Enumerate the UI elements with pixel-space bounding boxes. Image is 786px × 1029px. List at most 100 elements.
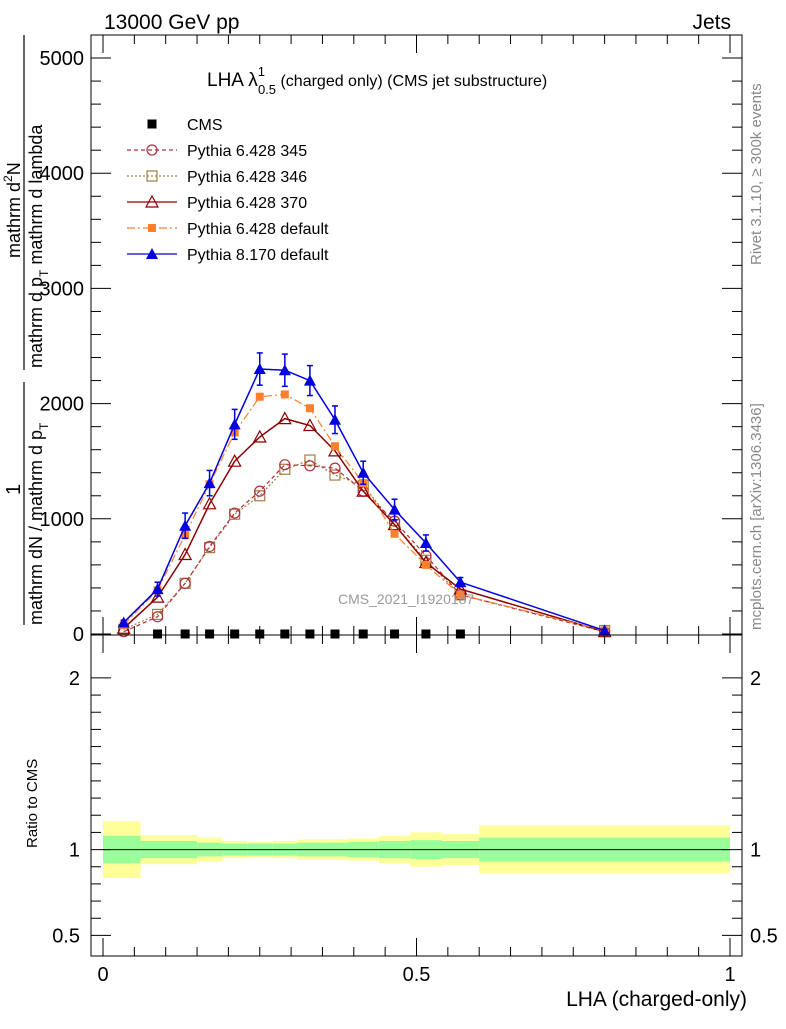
ratio-panel: 0.5 0.5 1 1 2 2 0 0.5 1 Ratio to CMS LHA (charge… [24,634,778,1011]
legend-entry-py345: Pythia 6.428 345 [127,143,307,160]
ratio-ytick-label: 2 [69,668,80,690]
point-py8 [228,418,241,430]
point-py345 [151,611,164,623]
point-py370 [202,496,217,510]
point-py345 [279,459,291,471]
point-py8 [598,624,611,636]
point-py345 [304,460,316,472]
point-pydef [305,404,314,413]
legend-label: Pythia 6.428 default [187,221,329,238]
point-py345 [329,462,341,474]
point-pydef [255,392,264,401]
point-cms [280,629,290,639]
point-py345 [254,485,266,497]
ratio-ytick-label: 1 [69,840,80,862]
point-pydef [421,560,430,569]
ratio-ytick-label-right: 2 [750,668,761,690]
point-pydef [330,442,339,451]
point-cms [455,629,465,639]
point-py8 [303,374,316,386]
point-cms [153,629,163,639]
point-cms [305,629,315,639]
main-ytick-label: 4000 [40,163,85,185]
ratio-ytick-label: 0.5 [52,925,80,947]
ratio-axis-ticks: 0.5 0.5 1 1 2 2 0 0.5 1 [52,635,778,986]
point-py345 [203,540,216,553]
main-ytick-label: 2000 [40,394,85,416]
legend-label: Pythia 8.170 default [187,247,329,264]
legend-label: Pythia 6.428 345 [187,143,307,160]
main-ytick-label: 0 [73,624,84,646]
ratio-xtick-label: 0 [97,964,108,986]
header-collision-label: 13000 GeV pp [104,11,239,34]
main-ytick-label: 1000 [40,509,85,531]
series-line-py345 [123,464,605,633]
legend-label: Pythia 6.428 346 [187,169,307,186]
point-py8 [388,503,401,515]
point-py370 [227,453,242,467]
ratio-ytick-label-right: 0.5 [750,925,778,947]
series-line-py8 [123,368,605,632]
ratio-xtick-label: 1 [724,964,735,986]
point-py8 [179,519,192,531]
ratio-frame [90,634,743,957]
legend-marker-py345 [146,144,158,156]
legend-marker-py370 [144,194,160,208]
series-line-pydef [123,393,605,632]
series-cms [153,629,465,639]
series-py8 [117,352,611,636]
point-py8 [253,363,266,375]
legend-marker-py346 [146,170,158,182]
point-cms [255,629,265,639]
point-pydef [456,590,465,599]
main-ylabel: 1 mathrm dN / mathrm d pT mathrm d2N mat… [1,35,51,625]
point-py346 [304,454,316,466]
point-py8 [357,466,370,478]
ratio-ylabel: Ratio to CMS [24,759,41,848]
point-py346 [279,463,291,475]
ylabel-denominator-b: mathrm d pT mathrm d lambda [26,124,51,368]
main-ytick-label: 5000 [40,48,85,70]
point-cms [358,629,368,639]
point-cms [180,629,190,639]
point-cms [205,629,215,639]
ratio-xlabel: LHA (charged-only) [566,988,747,1011]
ylabel-denominator-a: mathrm dN / mathrm d pT [26,422,51,625]
point-py8 [117,616,130,628]
legend-entry-py346: Pythia 6.428 346 [127,169,307,186]
legend-entry-py370: Pythia 6.428 370 [127,194,307,212]
rivet-version-label: Rivet 3.1.10, ≥ 300k events [748,83,765,265]
point-py8 [328,413,341,425]
ylabel-numerator-b: mathrm d2N [1,162,24,258]
point-cms [421,629,431,639]
main-axis-ticks: 0 1000 2000 3000 4000 5000 [40,34,742,646]
point-pydef [390,529,399,538]
point-cms [330,629,340,639]
legend: CMS Pythia 6.428 345 Pythia 6.428 346 Pythi… [127,117,329,264]
header-jets-label: Jets [692,11,731,34]
legend-label: Pythia 6.428 370 [187,195,307,212]
point-py8 [278,364,291,376]
point-py370 [277,411,292,425]
legend-label: CMS [187,117,223,134]
main-series-group [116,352,612,639]
point-py8 [419,536,432,548]
point-py346 [329,469,341,481]
point-py370 [356,483,371,497]
point-py345 [179,577,191,589]
legend-entry-cms: CMS [147,117,223,134]
mcplots-label: mcplots.cern.ch [arXiv:1306.3436] [748,403,765,630]
ratio-ytick-label-right: 1 [750,840,761,862]
point-py370 [302,418,317,432]
point-py8 [203,477,216,489]
legend-marker-pydef [148,224,156,232]
legend-marker-py8 [146,248,158,259]
legend-entry-pydef: Pythia 6.428 default [127,221,329,238]
point-py8 [454,576,467,588]
legend-entry-py8: Pythia 8.170 default [127,247,329,264]
point-py370 [387,517,402,531]
point-py370 [252,429,267,443]
